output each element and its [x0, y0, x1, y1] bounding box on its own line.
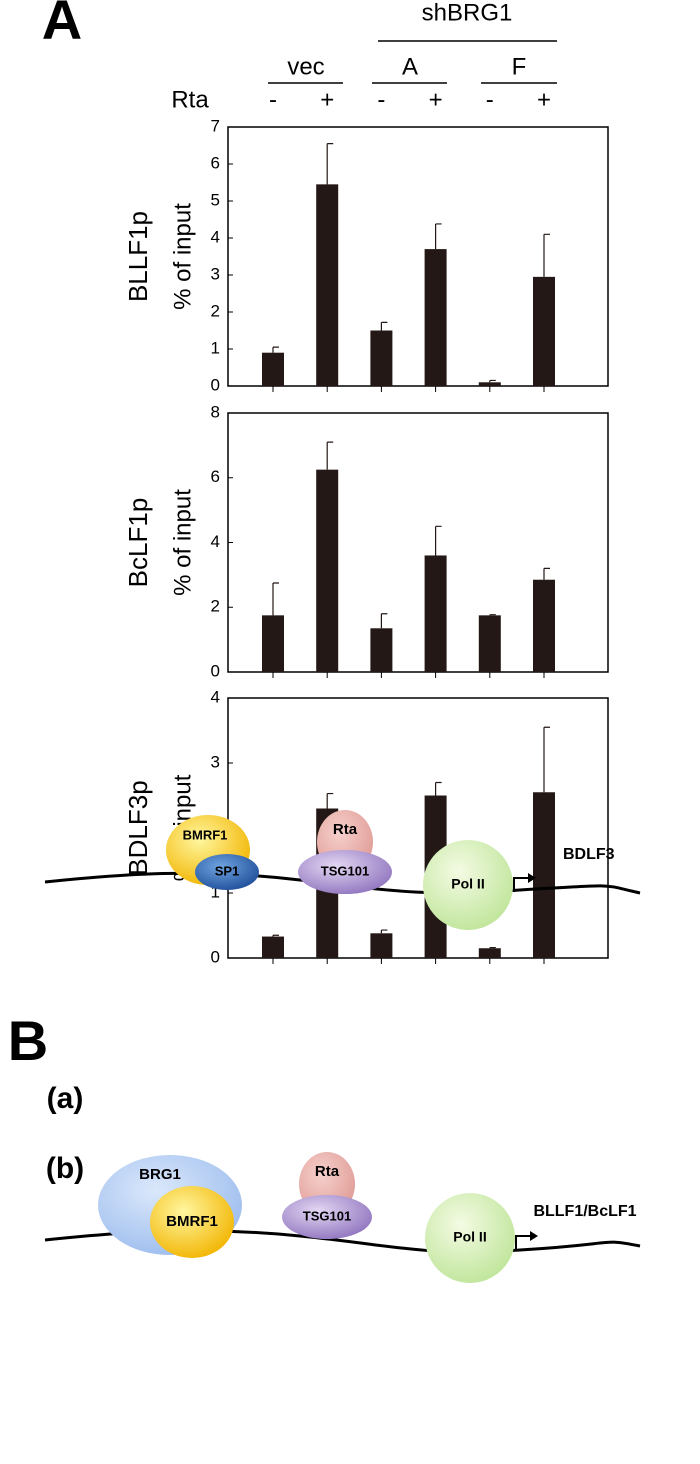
y-tick-label: 0 [211, 947, 220, 966]
protein-label: TSG101 [303, 1208, 351, 1223]
error-bar [435, 223, 442, 250]
protein-label: Rta [315, 1163, 340, 1180]
sub-label: (b) [46, 1152, 84, 1185]
panel-b-diagram: B (a) BMRF1 SP1 Rta TSG101 Pol II BDLF3 … [8, 810, 641, 1283]
error-bar [380, 321, 388, 331]
chart-title: BDLF3p [123, 780, 153, 875]
y-tick-label: 0 [211, 375, 220, 394]
dna [44, 871, 641, 895]
error-bar [543, 567, 550, 580]
y-tick-label: 3 [211, 264, 220, 283]
error-bar [435, 525, 442, 556]
bar [478, 382, 501, 386]
y-tick-label: 6 [211, 467, 220, 486]
protein-label: BMRF1 [166, 1213, 218, 1230]
bar [316, 469, 339, 672]
bar [533, 792, 555, 958]
pol-ii [425, 1193, 515, 1283]
panel-a-header: A shBRG1 vec A F Rta [42, 0, 557, 113]
chart-title: BcLF1p [123, 498, 153, 588]
bar [424, 249, 447, 386]
tss-arrowhead [530, 1231, 538, 1241]
protein-label: SP1 [215, 863, 240, 878]
bar [316, 184, 339, 386]
error-bar [380, 613, 388, 629]
error-bar [326, 441, 334, 470]
y-tick-label: 1 [211, 882, 220, 901]
tsg101 [298, 850, 392, 894]
bar [478, 948, 501, 958]
y-tick-label: 2 [211, 301, 220, 320]
y-axis-label: % of input [169, 203, 196, 310]
panel-label: B [8, 1009, 48, 1072]
error-bar [272, 346, 279, 353]
condition-label: + [320, 86, 334, 113]
plot-frame [227, 126, 609, 387]
error-bar [272, 934, 279, 937]
y-tick-label: 7 [211, 116, 220, 135]
pol-ii [423, 840, 513, 930]
condition-label: - [486, 86, 494, 113]
bar [478, 615, 501, 672]
tss-arrow [515, 1235, 530, 1250]
bmrf1 [150, 1186, 234, 1258]
condition-label: + [429, 86, 443, 113]
error-bar [489, 614, 496, 616]
error-bar [380, 929, 388, 934]
bar [424, 555, 447, 672]
sub-label: (a) [47, 1082, 84, 1115]
gene-label: BDLF3 [563, 846, 615, 863]
error-bar [543, 233, 550, 277]
tss-arrow [513, 877, 528, 892]
error-bar [272, 582, 279, 616]
y-tick-label: 4 [211, 532, 220, 551]
protein-label: Rta [333, 821, 358, 838]
bar [262, 615, 284, 672]
y-tick-label: 8 [211, 402, 220, 421]
y-tick-label: 5 [211, 190, 220, 209]
bar [533, 276, 555, 386]
protein-label: TSG101 [321, 863, 369, 878]
y-tick-label: 4 [211, 227, 220, 246]
protein-label: Pol II [451, 876, 484, 892]
bar [533, 579, 555, 672]
error-bar [326, 792, 334, 809]
condition-label: - [377, 86, 385, 113]
subgroup-label: A [402, 53, 418, 80]
protein-label: BRG1 [139, 1166, 181, 1183]
error-bar [435, 781, 442, 796]
y-tick-label: 0 [211, 661, 220, 680]
y-tick-label: 4 [211, 687, 220, 706]
y-tick-label: 2 [211, 597, 220, 616]
condition-label: + [537, 86, 551, 113]
error-bar [489, 947, 496, 949]
y-tick-label: 3 [211, 752, 220, 771]
condition-label: - [269, 86, 277, 113]
tss-arrowhead [528, 873, 536, 883]
subgroup-label: F [512, 53, 527, 80]
protein-label: Pol II [453, 1229, 486, 1245]
row-label: Rta [171, 86, 209, 113]
charts: - + - + - + BLLF1p % of input 0 1 2 3 4 5 6 7 BcLF1p % of… [123, 86, 609, 966]
protein-label: BMRF1 [183, 827, 228, 842]
bar [370, 330, 393, 386]
panel-label: A [42, 0, 82, 51]
bar [370, 933, 393, 958]
bar [262, 352, 284, 386]
tsg101 [282, 1195, 372, 1239]
sp1 [195, 854, 259, 890]
y-tick-label: 1 [211, 338, 220, 357]
group-label: shBRG1 [422, 0, 513, 26]
y-tick-label: 6 [211, 153, 220, 172]
gene-label: BLLF1/BcLF1 [533, 1203, 636, 1220]
chart-title: BLLF1p [123, 211, 153, 302]
error-bar [543, 726, 550, 793]
bar [262, 936, 284, 958]
error-bar [489, 379, 496, 383]
error-bar [326, 143, 334, 185]
y-axis-label: % of input [169, 489, 196, 596]
subgroup-label: vec [287, 53, 324, 80]
bar [370, 628, 393, 672]
